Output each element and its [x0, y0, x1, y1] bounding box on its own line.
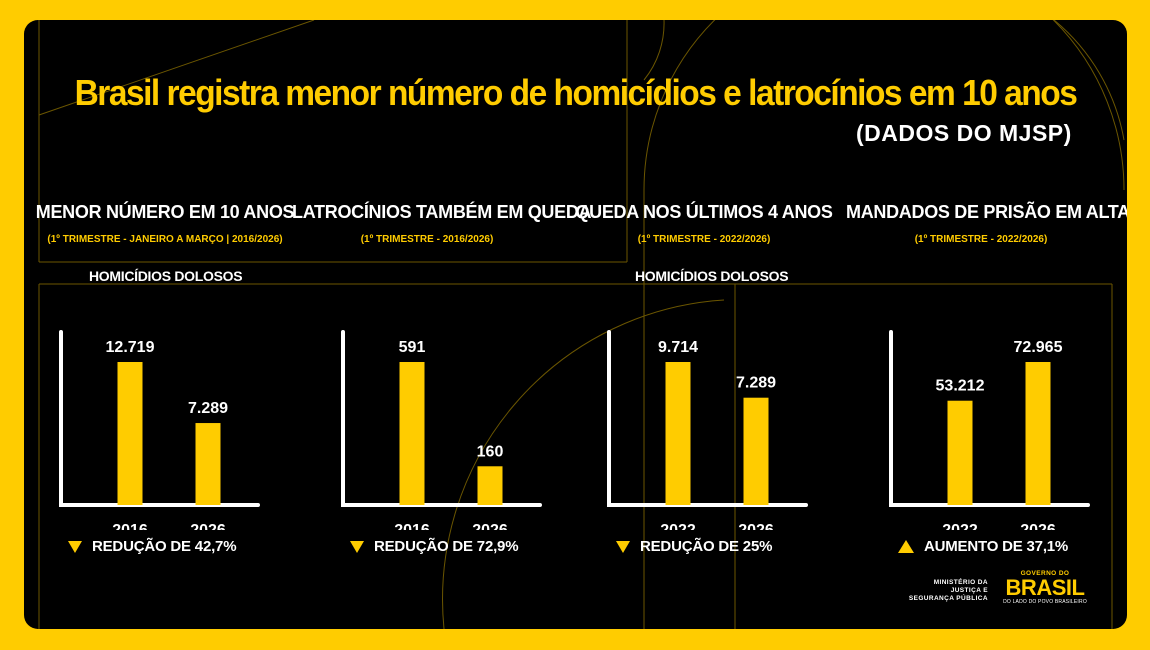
change-indicator-4: AUMENTO DE 37,1% — [898, 538, 1068, 555]
bar-chart-homicidios-2016-2026: 12.719 2016 7.289 2026 — [59, 330, 260, 530]
main-title: Brasil registra menor número de homicídi… — [74, 72, 1078, 113]
section-header-3: QUEDA NOS ÚLTIMOS 4 ANOS (1º TRIMESTRE -… — [569, 202, 839, 245]
change-text: REDUÇÃO DE 72,9% — [374, 538, 519, 555]
section-title: QUEDA NOS ÚLTIMOS 4 ANOS — [575, 202, 833, 222]
bar-2026 — [477, 466, 503, 505]
mjsp-line: JUSTIÇA E — [950, 587, 988, 594]
gov-logo-bottom: DO LADO DO POVO BRASILEIRO — [1003, 599, 1087, 605]
infographic-frame: Brasil registra menor número de homicídi… — [24, 20, 1127, 629]
x-tick-label: 2026 — [1020, 522, 1056, 530]
section-subtitle: (1º TRIMESTRE - JANEIRO A MARÇO | 2016/2… — [47, 234, 283, 245]
section-subtitle: (1º TRIMESTRE - 2016/2026) — [360, 234, 494, 245]
series-label-homicidios: HOMICÍDIOS DOLOSOS — [89, 268, 243, 284]
bar-2022 — [665, 362, 691, 505]
x-tick-label: 2026 — [472, 522, 508, 530]
change-text: AUMENTO DE 37,1% — [924, 538, 1069, 555]
bar-2016 — [117, 362, 143, 505]
section-title: LATROCÍNIOS TAMBÉM EM QUEDA — [292, 202, 592, 222]
bar-2026 — [195, 423, 221, 505]
governo-brasil-logo: GOVERNO DO BRASIL DO LADO DO POVO BRASIL… — [1002, 570, 1088, 605]
change-text: REDUÇÃO DE 25% — [640, 538, 773, 555]
data-label: 7.289 — [736, 375, 776, 392]
bar-chart-homicidios-2022-2026: 9.714 2022 7.289 2026 — [607, 330, 808, 530]
mjsp-line: SEGURANÇA PÚBLICA — [908, 595, 988, 602]
change-indicator-3: REDUÇÃO DE 25% — [616, 538, 772, 555]
x-tick-label: 2022 — [942, 522, 978, 530]
gov-logo-main: BRASIL — [1005, 575, 1085, 600]
section-header-4: MANDADOS DE PRISÃO EM ALTA (1º TRIMESTRE… — [846, 202, 1127, 245]
data-label: 160 — [477, 443, 504, 460]
x-tick-label: 2022 — [660, 522, 696, 530]
data-label: 7.289 — [188, 400, 228, 417]
gov-logo-top: GOVERNO DO — [1020, 570, 1070, 577]
bar-2026 — [743, 397, 769, 505]
x-tick-label: 2026 — [190, 522, 226, 530]
decorative-lines — [38, 20, 1125, 629]
chart-axis — [59, 330, 260, 507]
x-tick-label: 2016 — [112, 522, 148, 530]
section-header-1: MENOR NÚMERO EM 10 ANOS (1º TRIMESTRE - … — [30, 202, 300, 245]
data-label: 12.719 — [106, 339, 155, 356]
section-subtitle: (1º TRIMESTRE - 2022/2026) — [914, 234, 1048, 245]
triangle-down-icon — [616, 540, 630, 553]
data-label: 591 — [399, 339, 426, 356]
bar-2026 — [1025, 362, 1051, 505]
bar-chart-mandados-2022-2026: 53.212 2022 72.965 2026 — [889, 330, 1090, 530]
chart-axis — [607, 330, 808, 507]
subtitle: (DADOS DO MJSP) — [856, 120, 1072, 146]
triangle-down-icon — [68, 540, 82, 553]
change-indicator-1: REDUÇÃO DE 42,7% — [68, 538, 237, 555]
x-tick-label: 2026 — [738, 522, 774, 530]
series-label-homicidios: HOMICÍDIOS DOLOSOS — [635, 268, 789, 284]
mjsp-logo: MINISTÉRIO DA JUSTIÇA E SEGURANÇA PÚBLIC… — [892, 579, 988, 603]
change-text: REDUÇÃO DE 42,7% — [92, 538, 237, 555]
triangle-down-icon — [350, 540, 364, 553]
mjsp-line: MINISTÉRIO DA — [933, 579, 988, 586]
section-title: MENOR NÚMERO EM 10 ANOS — [35, 202, 295, 222]
section-header-2: LATROCÍNIOS TAMBÉM EM QUEDA (1º TRIMESTR… — [292, 202, 592, 245]
section-title: MANDADOS DE PRISÃO EM ALTA — [846, 202, 1127, 222]
x-tick-label: 2016 — [394, 522, 430, 530]
bar-2022 — [947, 400, 973, 505]
bar-chart-latrocinios-2016-2026: 591 2016 160 2026 — [341, 330, 542, 530]
data-label: 9.714 — [658, 339, 698, 356]
triangle-up-icon — [898, 540, 914, 553]
chart-axis — [341, 330, 542, 507]
data-label: 72.965 — [1014, 339, 1063, 356]
chart-axis — [889, 330, 1090, 507]
data-label: 53.212 — [936, 378, 985, 395]
section-subtitle: (1º TRIMESTRE - 2022/2026) — [637, 234, 771, 245]
change-indicator-2: REDUÇÃO DE 72,9% — [350, 538, 519, 555]
bar-2016 — [399, 362, 425, 505]
